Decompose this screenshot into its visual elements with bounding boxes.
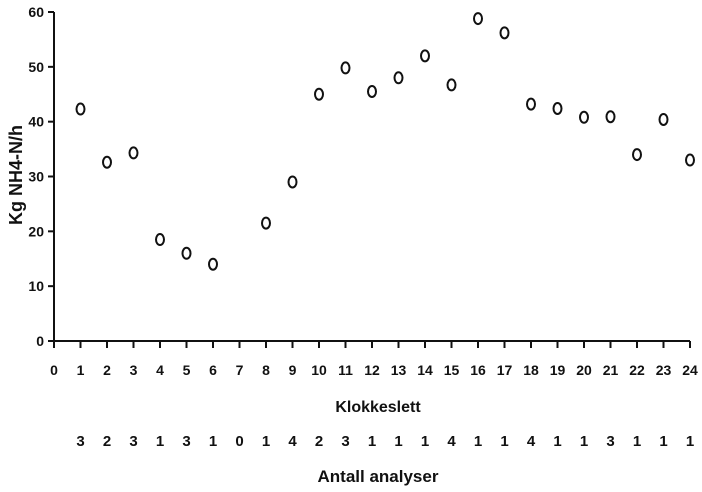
- x-tick-label: 23: [656, 362, 672, 378]
- x-tick-label: 0: [50, 362, 58, 378]
- analysis-count: 1: [421, 433, 429, 450]
- analysis-count: 1: [209, 433, 217, 450]
- data-point: [632, 148, 642, 162]
- analysis-count: 3: [76, 433, 84, 450]
- data-point: [446, 78, 457, 92]
- x-tick-label: 2: [103, 362, 111, 378]
- x-tick-label: 14: [417, 362, 433, 378]
- analysis-count: 1: [659, 433, 667, 450]
- y-tick-labels: 0 10 20 30 40 50 60: [28, 4, 44, 349]
- data-point: [208, 257, 218, 271]
- data-point: [473, 12, 483, 26]
- x-tick-label: 19: [550, 362, 566, 378]
- analysis-count: 3: [129, 433, 137, 450]
- x-tick-label: 6: [209, 362, 217, 378]
- data-point: [367, 85, 377, 99]
- analysis-count: 3: [606, 433, 614, 450]
- data-point: [287, 175, 298, 189]
- analysis-count: 1: [368, 433, 376, 450]
- data-point: [685, 153, 695, 167]
- data-point: [605, 110, 616, 124]
- analysis-count: 1: [500, 433, 508, 450]
- analysis-count: 1: [580, 433, 588, 450]
- data-point: [499, 26, 510, 40]
- chart-axes: [48, 11, 691, 348]
- data-point: [552, 102, 563, 116]
- analysis-count-title: Antall analyser: [318, 467, 439, 486]
- data-point: [102, 155, 112, 169]
- analysis-count: 1: [394, 433, 402, 450]
- analysis-count: 2: [315, 433, 323, 450]
- x-tick-label: 12: [364, 362, 380, 378]
- analysis-count: 4: [447, 433, 456, 450]
- x-tick-label: 1: [77, 362, 85, 378]
- x-tick-label: 15: [444, 362, 460, 378]
- data-point: [181, 246, 192, 260]
- x-tick-label: 7: [236, 362, 244, 378]
- y-tick-label: 60: [28, 4, 44, 20]
- x-tick-label: 10: [311, 362, 327, 378]
- y-tick-label: 0: [36, 333, 44, 349]
- analysis-count: 2: [103, 433, 111, 450]
- y-tick-label: 10: [28, 278, 44, 294]
- y-tick-label: 30: [28, 169, 44, 185]
- analysis-count: 4: [288, 433, 297, 450]
- analysis-count: 1: [633, 433, 641, 450]
- y-tick-label: 40: [28, 114, 44, 130]
- y-tick-label: 20: [28, 223, 44, 239]
- x-tick-label: 13: [391, 362, 407, 378]
- data-point: [393, 71, 404, 85]
- data-point: [658, 112, 669, 126]
- x-axis-label: Klokkeslett: [335, 399, 421, 416]
- analysis-count: 1: [474, 433, 482, 450]
- x-tick-label: 17: [497, 362, 513, 378]
- x-tick-label: 8: [262, 362, 270, 378]
- x-tick-labels: 0 1 2 3 4 5 6 7 8 9 10 11 12 13 14 15 16 17 18 19 20 21 22 23 24: [50, 362, 698, 378]
- x-tick-label: 20: [576, 362, 592, 378]
- x-tick-label: 4: [156, 362, 164, 378]
- analysis-count: 1: [156, 433, 164, 450]
- x-tick-label: 5: [183, 362, 191, 378]
- data-point: [526, 97, 536, 111]
- data-point: [75, 102, 86, 116]
- x-tick-label: 21: [603, 362, 619, 378]
- data-point: [128, 146, 139, 160]
- y-axis-label: Kg NH4-N/h: [6, 125, 26, 225]
- data-point: [420, 49, 430, 63]
- data-point: [340, 61, 351, 75]
- analysis-count: 1: [686, 433, 694, 450]
- analysis-count: 1: [262, 433, 270, 450]
- x-tick-label: 16: [470, 362, 486, 378]
- x-tick-label: 9: [289, 362, 297, 378]
- data-point: [261, 216, 271, 230]
- analysis-count: 1: [553, 433, 561, 450]
- x-tick-label: 24: [682, 362, 698, 378]
- analysis-count: 3: [182, 433, 190, 450]
- analysis-count: 3: [341, 433, 349, 450]
- x-tick-label: 3: [130, 362, 138, 378]
- analysis-count: 4: [527, 433, 536, 450]
- x-tick-label: 22: [629, 362, 645, 378]
- analysis-count: 0: [235, 433, 243, 450]
- data-point: [314, 87, 324, 101]
- data-points: [75, 12, 695, 271]
- y-tick-label: 50: [28, 59, 44, 75]
- x-tick-label: 11: [338, 362, 353, 378]
- data-point: [579, 110, 589, 124]
- data-point: [155, 233, 165, 247]
- x-tick-label: 18: [523, 362, 539, 378]
